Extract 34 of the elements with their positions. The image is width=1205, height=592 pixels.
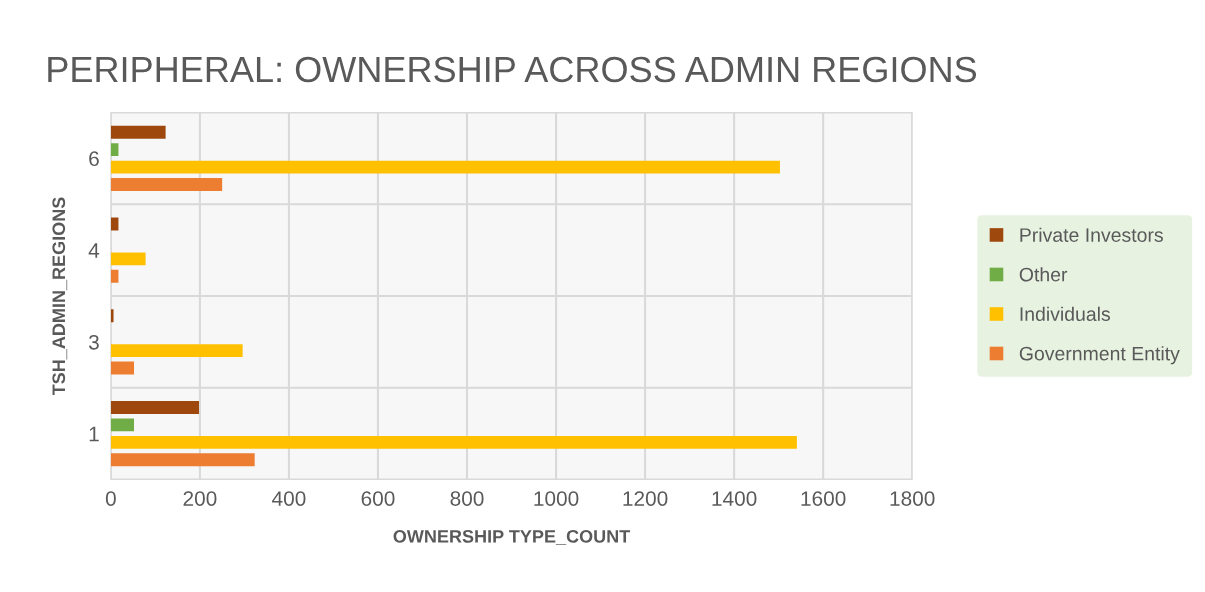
y-tick-label: 4: [88, 243, 100, 258]
x-tick-label: 200: [183, 491, 217, 506]
legend-label: Individuals: [1020, 306, 1111, 321]
chart-title: PERIPHERAL: OWNERSHIP ACROSS ADMIN REGIONS: [48, 56, 977, 83]
bar: [110, 453, 255, 467]
bar: [110, 252, 146, 266]
y-tick-label: 6: [89, 151, 99, 167]
x-tick-label: 1000: [534, 491, 579, 506]
bar: [110, 125, 166, 139]
x-tick-label: 1400: [712, 491, 757, 506]
x-axis-title: OWNERSHIP TYPE_COUNT: [393, 529, 631, 545]
bar: [110, 418, 135, 432]
bar: [110, 435, 797, 449]
bar: [110, 178, 223, 191]
x-tick-label: 800: [450, 491, 484, 506]
x-tick-label: 1800: [890, 491, 935, 506]
y-tick-label: 1: [89, 426, 99, 442]
y-tick-label: 3: [88, 334, 99, 350]
x-tick-label: 1600: [801, 491, 846, 506]
x-tick-label: 400: [272, 491, 306, 506]
legend-label: Other: [1019, 267, 1068, 282]
bar: [110, 344, 243, 358]
y-axis-title: TSH_ADMIN_REGIONS: [52, 197, 68, 396]
x-tick-label: 1200: [623, 491, 668, 506]
x-tick-label: 0: [105, 491, 116, 506]
bar: [110, 160, 780, 174]
bar: [110, 269, 119, 283]
bar: [110, 143, 119, 157]
bar: [110, 401, 200, 414]
legend-label: Government Entity: [1019, 346, 1180, 365]
legend-label: Private Investors: [1020, 227, 1163, 242]
bar: [110, 309, 114, 323]
x-tick-label: 600: [361, 491, 395, 506]
bar: [110, 361, 135, 375]
